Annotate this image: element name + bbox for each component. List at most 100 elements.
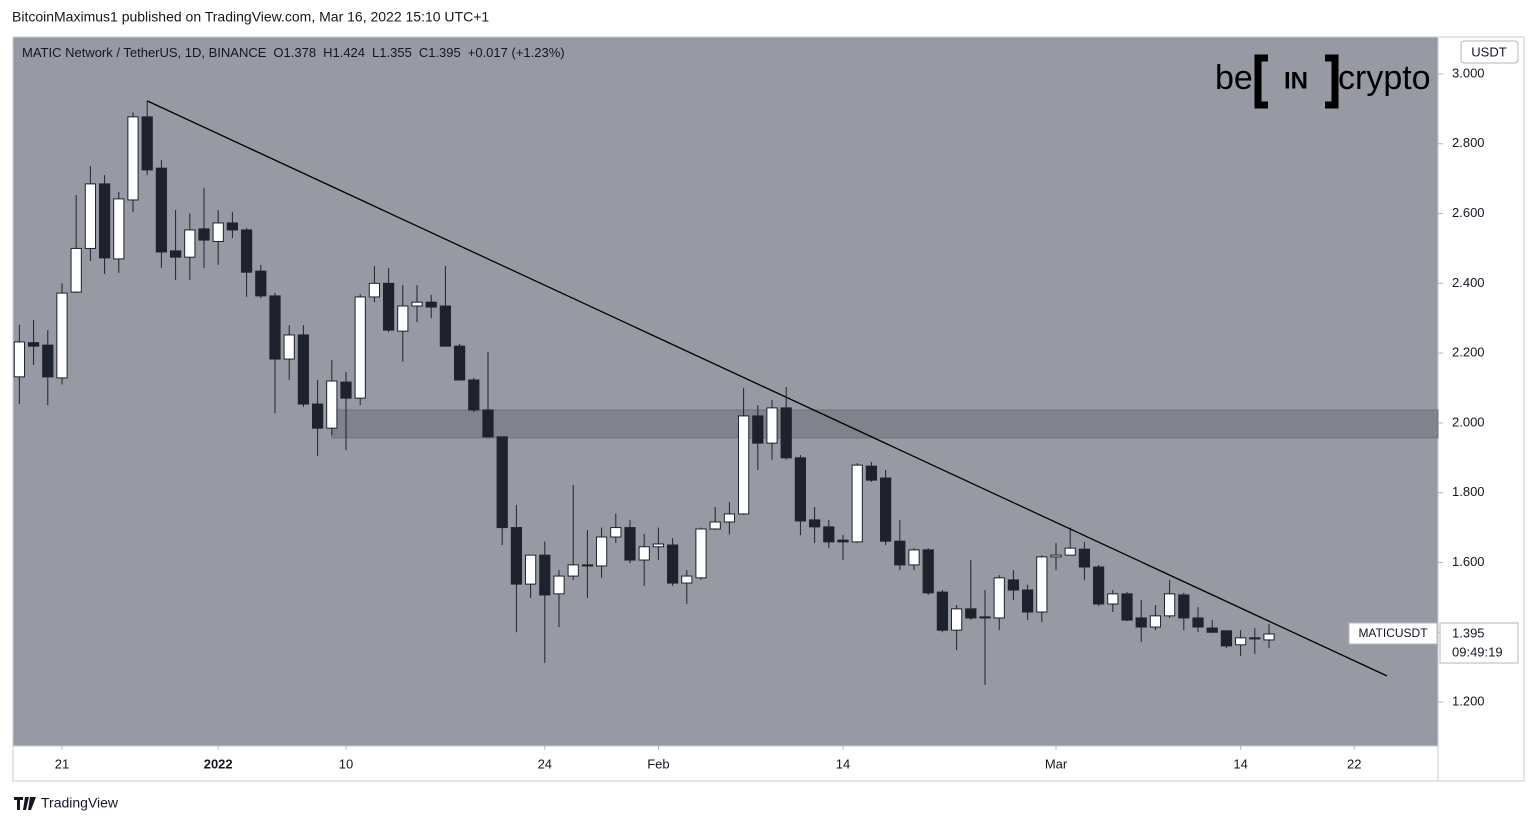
y-tick-label: 3.000 [1452,65,1485,80]
frame [12,36,1525,782]
candle-body [737,415,750,515]
candle-body [1135,617,1147,628]
candle-body [169,250,182,258]
price-tag-value: 1.395 [1452,625,1485,640]
candle-body [439,305,452,347]
trendline [146,100,1388,677]
header: BitcoinMaximus1 published on TradingView… [12,9,489,25]
legend-title: MATIC Network / TetherUS, 1D, BINANCE [22,45,267,60]
candle-body [894,540,906,566]
ohlc-label: L [372,45,380,60]
price-tag-countdown: 09:49:19 [1452,644,1503,659]
price-tag [1439,622,1519,664]
candle-body [368,282,381,298]
candle-body [468,379,480,411]
candle-body [382,282,395,331]
ohlc-value: 1.378 [283,45,317,60]
candle-body [1206,627,1218,633]
change: +0.017 (+1.23%) [467,45,565,60]
candle-body [212,222,224,242]
candle-body [226,222,239,231]
candle-body [794,457,807,522]
y-tick-label: 1.200 [1452,693,1485,708]
candle-body [496,436,508,529]
candle-body [198,228,210,241]
y-tick-label: 2.600 [1452,205,1485,220]
y-tick-label: 2.400 [1452,275,1485,290]
candle-body [993,577,1005,619]
candle-body [240,229,253,273]
candle-body [1007,579,1020,591]
candle-body [1050,554,1062,558]
candle-body [127,116,139,201]
candle-body [879,477,892,542]
candle-body [595,536,608,567]
unit-box [1460,40,1519,64]
x-tick-label: 14 [836,756,850,771]
candle-body [155,167,168,253]
candle-body [326,380,338,429]
candle-body [553,575,565,595]
candle-body [269,295,281,360]
candle-body [610,527,622,538]
ohlc-value: 1.424 [332,45,366,60]
candle-body [666,544,679,584]
candle-body [965,608,977,619]
candle-body [624,527,636,561]
candle-body [936,591,949,631]
candle-body [823,526,835,543]
candle-body [723,513,736,523]
candle-body [255,270,267,297]
y-tick-label: 2.000 [1452,414,1485,429]
logo-be: be [1215,59,1253,97]
candle-body [1121,593,1133,621]
candle-body [681,575,693,584]
symbol-tag-label: MATICUSDT [1358,626,1428,640]
candle-body [1249,637,1261,640]
candle-body [837,539,849,543]
candle-body [1021,589,1034,613]
logo: be IN crypto [1215,54,1431,109]
candle-body [354,296,366,399]
y-tick-label: 2.800 [1452,135,1485,150]
candle-body [808,519,821,528]
candle-body [453,345,466,381]
candle-body [42,344,54,378]
candle-body [780,407,792,459]
candle-body [1149,615,1162,628]
candle-body [851,464,863,543]
candle-body [1178,594,1190,619]
x-tick-label: Feb [647,756,669,771]
candle-body [581,564,594,567]
candle-body [695,528,707,579]
ohlc-value: 1.355 [379,45,412,60]
y-tick-label: 2.200 [1452,345,1485,360]
candle-body [652,543,665,548]
footer: TradingView [41,795,119,811]
candle-body [70,247,82,293]
candle-body [766,407,778,444]
y-unit: USDT [1471,44,1506,59]
candle-body [1263,633,1275,641]
candle-body [425,301,437,308]
candle-body [184,229,196,258]
x-tick-label: 10 [339,756,353,771]
candle-body [709,521,721,530]
x-tick-label: 2022 [204,756,233,771]
y-tick-label: 1.600 [1452,554,1485,569]
candle-body [908,549,920,566]
candle-body [865,465,878,481]
candle-body [510,527,523,585]
candle-body [539,554,551,596]
candle-body [297,334,310,405]
candle-body [311,403,324,429]
logo-crypto: crypto [1338,59,1431,97]
candle-body [1235,637,1247,646]
candle-body [411,301,423,307]
candle-body [482,409,494,438]
x-tick-label: Mar [1045,756,1068,771]
x-tick-label: 24 [538,756,552,771]
candle-body [113,198,125,260]
